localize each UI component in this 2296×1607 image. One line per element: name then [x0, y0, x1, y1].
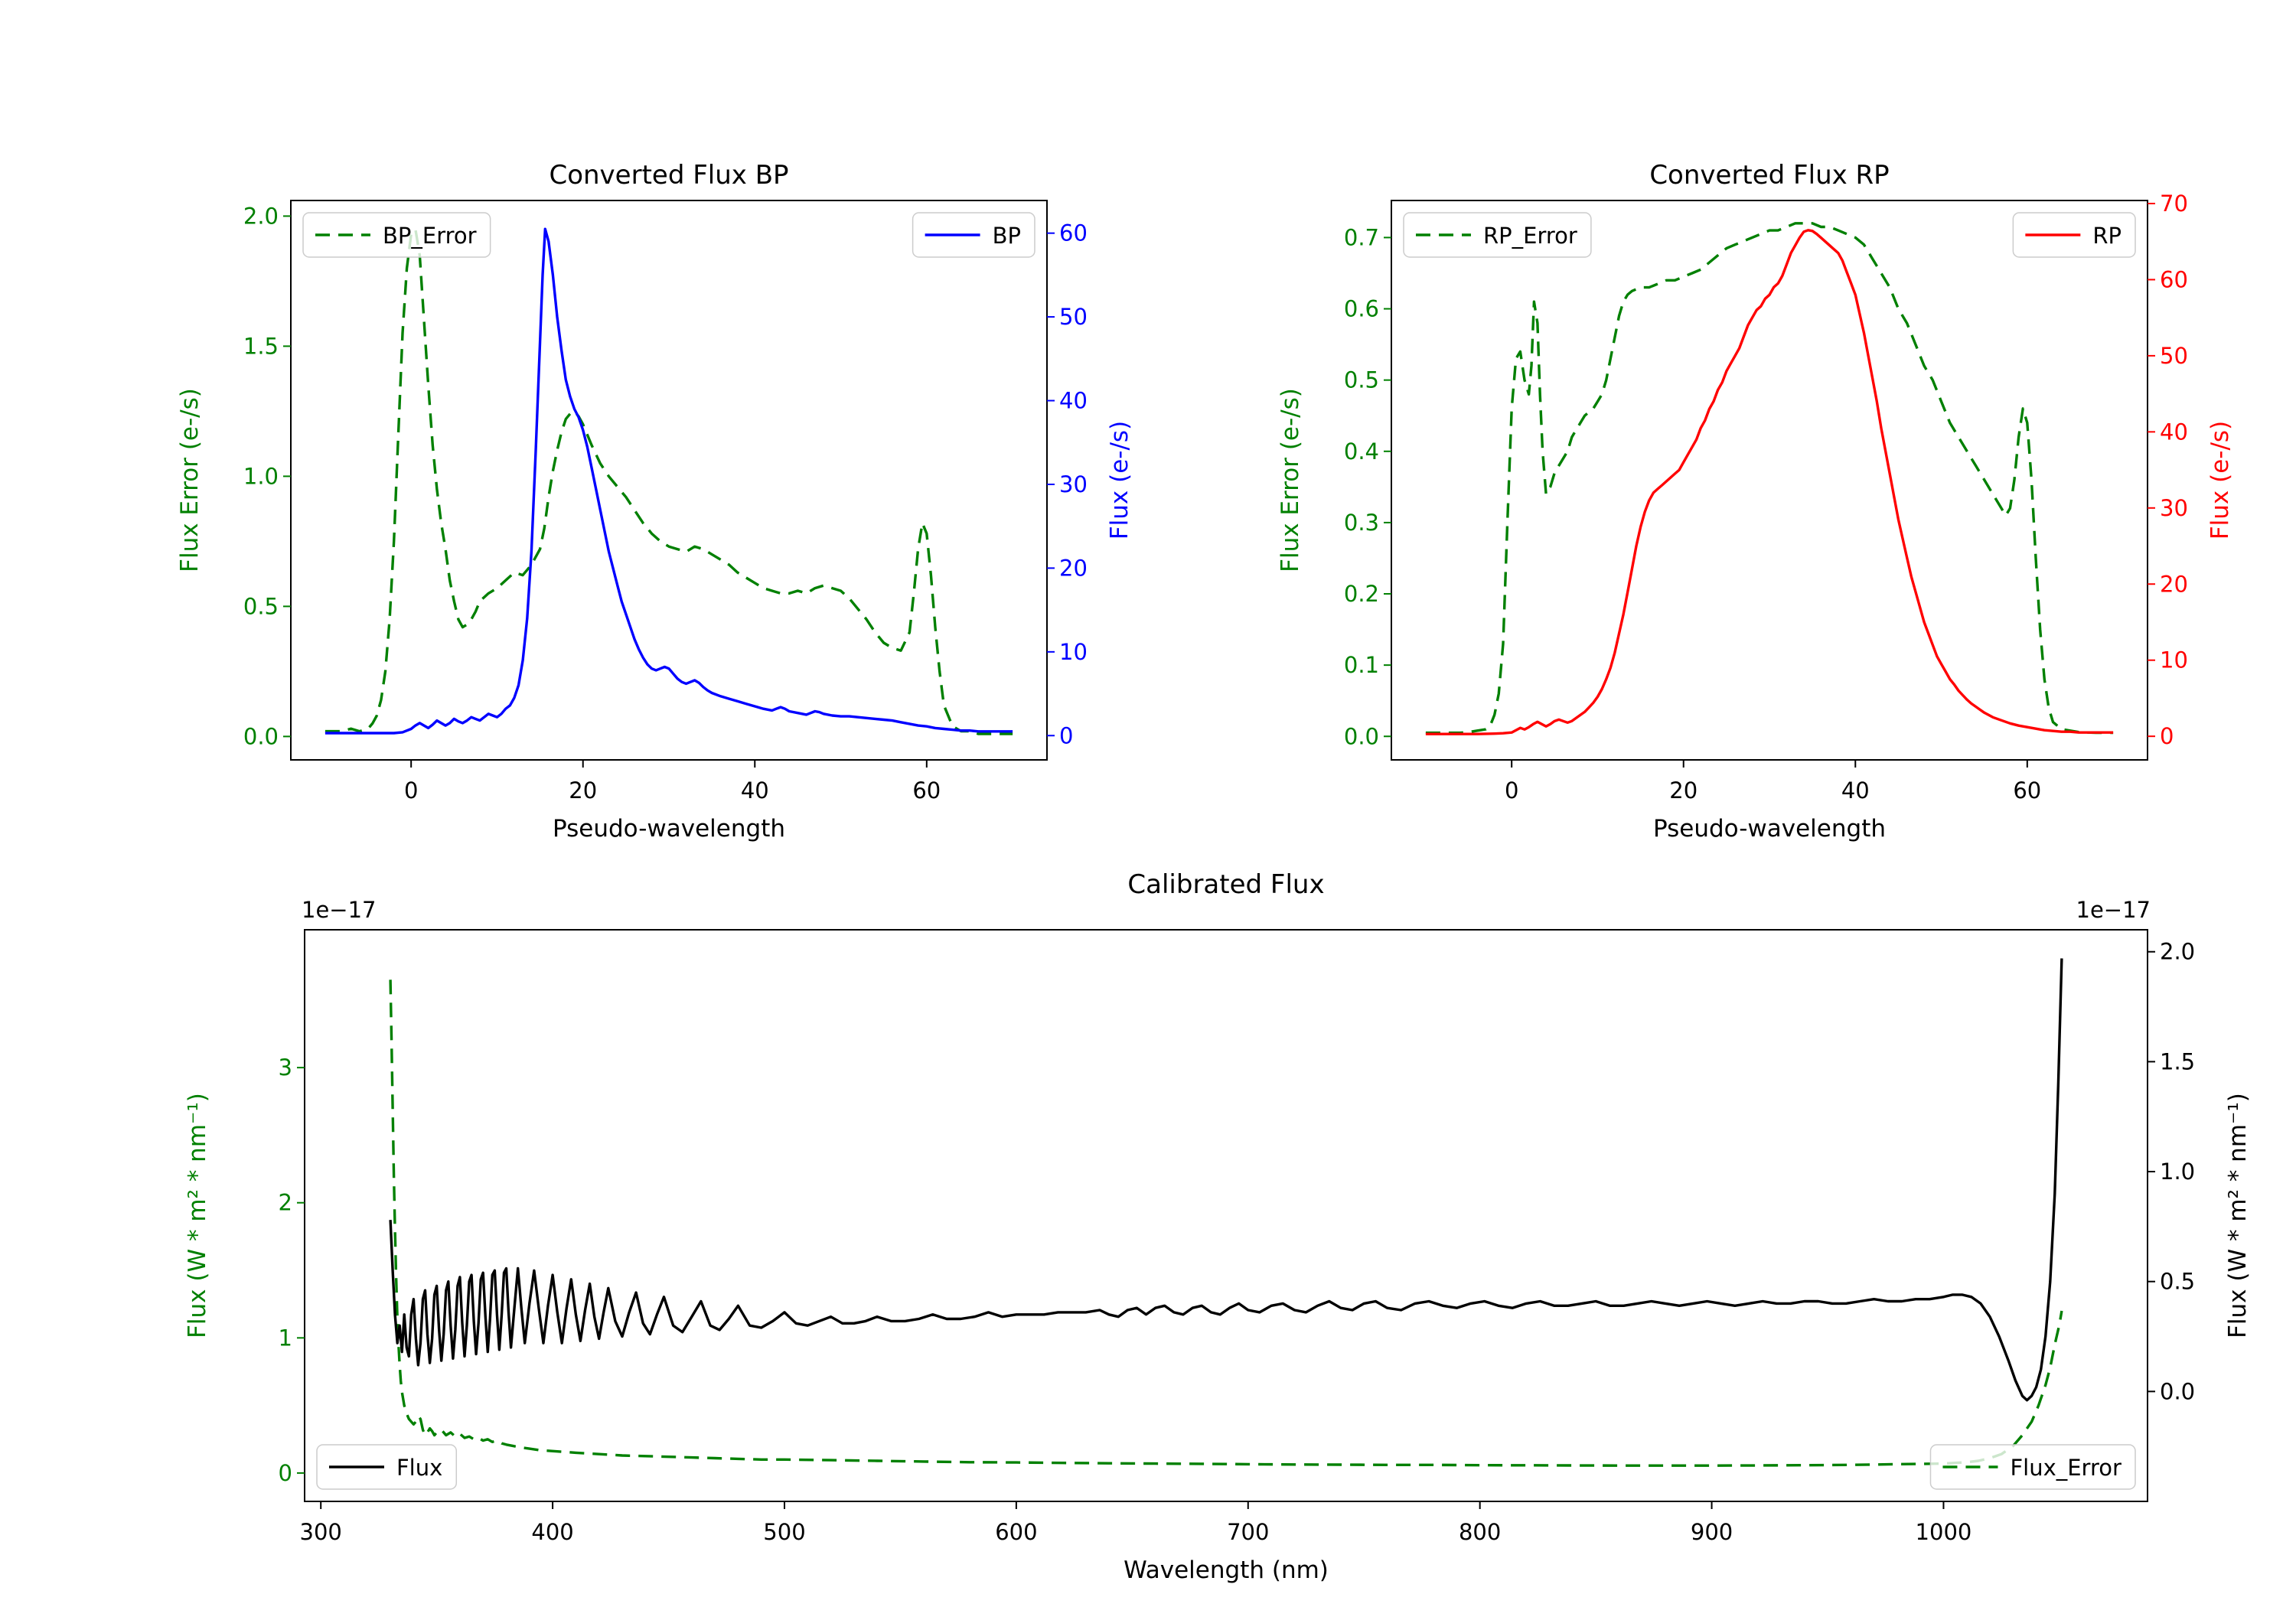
- x-tick-label: 20: [1669, 777, 1698, 804]
- x-axis-label: Wavelength (nm): [1124, 1556, 1329, 1584]
- rp-line: [1425, 229, 2114, 735]
- right-tick-label: 0: [1059, 722, 1073, 748]
- legend-rp: RP: [2012, 212, 2136, 258]
- x-axis-label: Pseudo-wavelength: [1653, 815, 1886, 843]
- left-tick-label: 0.3: [1344, 510, 1379, 536]
- left-tick-label: 1.5: [243, 333, 279, 359]
- right-tick-label: 10: [2160, 647, 2188, 673]
- right-tick-label: 1.0: [2160, 1159, 2195, 1185]
- plot-frame: [304, 929, 2148, 1502]
- x-tick-label: 300: [300, 1519, 342, 1545]
- right-tick-label: 0.5: [2160, 1269, 2195, 1295]
- legend-label: RP: [2092, 223, 2122, 249]
- legend-bp-error: BP_Error: [302, 212, 491, 258]
- flux-line: [389, 958, 2063, 1402]
- chart-title: Converted Flux RP: [1649, 160, 1889, 191]
- bp-line: [325, 227, 1013, 735]
- left-axis-label: Flux (W * m² * nm⁻¹): [184, 1093, 211, 1338]
- legend-label: BP: [993, 223, 1021, 249]
- chart-bp: 0 20 40 60 Pseudo-wavelength 0.0 0.5 1.0 1.5 2.0 F…: [176, 160, 1133, 843]
- x-tick-label: 1000: [1916, 1519, 1972, 1545]
- right-tick-label: 60: [1059, 220, 1088, 246]
- plot-frame: [1391, 200, 2148, 761]
- right-tick-label: 0.0: [2160, 1378, 2195, 1404]
- x-tick-label: 700: [1227, 1519, 1269, 1545]
- bp-error-line: [325, 227, 1013, 735]
- left-tick-label: 0.7: [1344, 224, 1379, 250]
- x-axis-label: Pseudo-wavelength: [553, 815, 785, 843]
- right-offset-label: 1e−17: [2076, 897, 2151, 923]
- right-tick-label: 1.5: [2160, 1048, 2195, 1074]
- right-tick-label: 30: [2160, 495, 2188, 521]
- legend-label: Flux_Error: [2010, 1455, 2122, 1481]
- legend-box: [1929, 1444, 2136, 1490]
- x-tick-label: 60: [2013, 777, 2041, 804]
- right-axis-label: Flux (e-/s): [2206, 421, 2234, 539]
- legend-label: RP_Error: [1483, 223, 1577, 249]
- left-tick-label: 0.2: [1344, 581, 1379, 607]
- left-tick-label: 1.0: [243, 463, 279, 489]
- right-tick-label: 0: [2160, 723, 2174, 749]
- left-tick-label: 2.0: [243, 203, 279, 229]
- right-tick-label: 30: [1059, 471, 1088, 497]
- right-axis-label: Flux (e-/s): [1106, 421, 1133, 539]
- right-tick-label: 50: [1059, 304, 1088, 330]
- legend-flux-error: Flux_Error: [1929, 1444, 2136, 1490]
- right-tick-label: 20: [1059, 555, 1088, 581]
- chart-title: Calibrated Flux: [1127, 869, 1324, 900]
- legend-box: [302, 212, 491, 258]
- x-tick-label: 0: [1505, 777, 1518, 804]
- left-tick-label: 0.5: [243, 593, 279, 619]
- x-tick-label: 40: [741, 777, 769, 804]
- right-tick-label: 60: [2160, 266, 2188, 292]
- left-tick-label: 0: [279, 1460, 292, 1486]
- x-tick-label: 400: [531, 1519, 573, 1545]
- x-tick-label: 900: [1691, 1519, 1733, 1545]
- chart-cal: 300 400 500 600 700 800 900 1000 Wavelength (nm)…: [184, 869, 2252, 1584]
- legend-box: [1403, 212, 1592, 258]
- x-tick-label: 800: [1459, 1519, 1501, 1545]
- left-tick-label: 0.4: [1344, 438, 1379, 464]
- chart-title: Converted Flux BP: [549, 160, 788, 191]
- flux-error-line: [389, 980, 2063, 1467]
- left-tick-label: 2: [279, 1190, 292, 1216]
- x-tick-label: 20: [569, 777, 597, 804]
- x-tick-label: 40: [1841, 777, 1870, 804]
- right-tick-label: 70: [2160, 191, 2188, 217]
- rp-error-line: [1425, 222, 2114, 735]
- right-tick-label: 40: [2160, 419, 2188, 445]
- plot-frame: [290, 200, 1048, 761]
- chart-rp: 0 20 40 60 Pseudo-wavelength 0.0 0.1 0.2 0.3 0.4 0…: [1277, 160, 2234, 843]
- x-tick-label: 60: [912, 777, 941, 804]
- legend-bp: BP: [912, 212, 1035, 258]
- left-tick-label: 0.0: [1344, 723, 1379, 749]
- x-tick-label: 500: [763, 1519, 805, 1545]
- legend-box: [316, 1444, 458, 1490]
- left-tick-label: 3: [279, 1054, 292, 1081]
- left-tick-label: 0.0: [243, 723, 279, 749]
- right-tick-label: 40: [1059, 388, 1088, 414]
- legend-label: BP_Error: [383, 223, 477, 249]
- left-tick-label: 0.1: [1344, 652, 1379, 678]
- left-tick-label: 0.5: [1344, 367, 1379, 393]
- right-tick-label: 20: [2160, 571, 2188, 597]
- right-axis-label: Flux (W * m² * nm⁻¹): [2224, 1093, 2252, 1338]
- right-tick-label: 50: [2160, 343, 2188, 369]
- left-axis-label: Flux Error (e-/s): [1277, 388, 1304, 572]
- x-tick-label: 600: [995, 1519, 1037, 1545]
- left-tick-label: 1: [279, 1325, 292, 1351]
- right-tick-label: 10: [1059, 639, 1088, 665]
- left-offset-label: 1e−17: [302, 897, 377, 923]
- left-axis-label: Flux Error (e-/s): [176, 388, 204, 572]
- right-tick-label: 2.0: [2160, 939, 2195, 965]
- left-tick-label: 0.6: [1344, 296, 1379, 322]
- x-tick-label: 0: [404, 777, 418, 804]
- legend-flux: Flux: [316, 1444, 458, 1490]
- legend-rp-error: RP_Error: [1403, 212, 1592, 258]
- legend-label: Flux: [396, 1455, 442, 1481]
